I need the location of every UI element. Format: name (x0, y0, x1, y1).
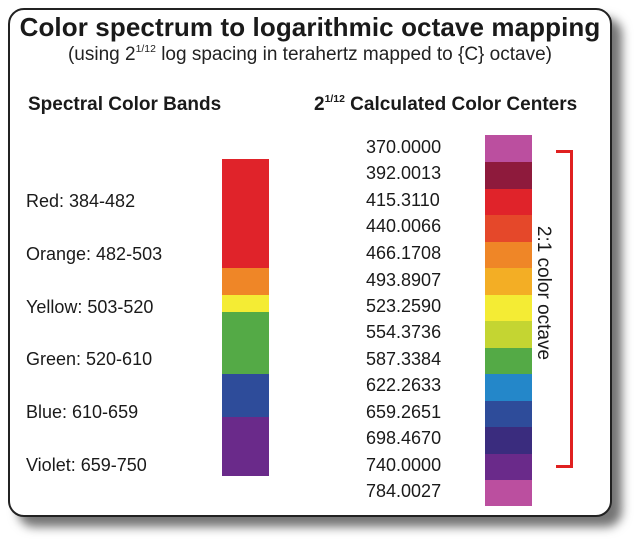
center-swatch (485, 401, 532, 427)
color-centers-header: 21/12 Calculated Color Centers (314, 94, 577, 116)
center-swatch (485, 321, 532, 348)
center-swatch (485, 454, 532, 480)
band-label-red: Red: 384-482 (26, 191, 136, 211)
header-text: Calculated Color Centers (344, 94, 578, 115)
center-value: 554.3736 (366, 322, 442, 342)
center-value: 370.0000 (366, 137, 442, 157)
center-swatch (485, 348, 532, 374)
center-swatch (485, 480, 532, 506)
center-value: 440.0066 (366, 216, 442, 236)
band-label-yellow: Yellow: 503-520 (26, 297, 154, 317)
band-label-green: Green: 520-610 (26, 349, 153, 369)
center-value: 493.8907 (366, 270, 442, 290)
center-value: 587.3384 (366, 349, 442, 369)
band-swatch-yellow (222, 295, 269, 312)
band-swatch-red (222, 159, 269, 268)
band-swatch-green (222, 312, 269, 374)
center-swatch (485, 374, 532, 401)
diagram-subtitle: (using 21/12 log spacing in terahertz ma… (0, 44, 620, 66)
subtitle-prefix: (using 2 (67, 44, 136, 65)
band-swatch-violet (222, 417, 269, 476)
octave-bracket-bottom (556, 465, 573, 468)
subtitle-suffix: log spacing in terahertz mapped to {C} o… (155, 44, 552, 65)
center-value: 698.4670 (366, 428, 442, 448)
center-value: 784.0027 (366, 481, 442, 501)
center-value: 622.2633 (366, 375, 442, 395)
center-swatch (485, 135, 532, 162)
center-swatch (485, 162, 532, 189)
center-swatch (485, 268, 532, 295)
center-swatch (485, 189, 532, 215)
diagram-title: Color spectrum to logarithmic octave map… (19, 12, 601, 42)
header-superscript: 1/12 (324, 93, 345, 105)
center-swatch (485, 427, 532, 454)
header-base: 2 (314, 94, 325, 115)
center-swatch (485, 242, 532, 268)
band-label-blue: Blue: 610-659 (26, 402, 139, 422)
subtitle-superscript: 1/12 (135, 43, 156, 55)
center-value: 523.2590 (366, 296, 442, 316)
center-value: 740.0000 (366, 455, 442, 475)
spectral-bands-header: Spectral Color Bands (28, 94, 222, 115)
octave-bracket-top (556, 150, 573, 153)
center-swatch (485, 215, 532, 242)
octave-bracket-spine (570, 150, 573, 468)
octave-label: 2:1 color octave (533, 225, 554, 361)
band-swatch-orange (222, 268, 269, 295)
center-value: 659.2651 (366, 402, 442, 422)
band-label-orange: Orange: 482-503 (26, 244, 163, 264)
center-value: 466.1708 (366, 243, 442, 263)
center-value: 392.0013 (366, 163, 442, 183)
band-label-violet: Violet: 659-750 (26, 455, 147, 475)
center-value: 415.3110 (366, 190, 440, 210)
band-swatch-blue (222, 374, 269, 417)
center-swatch (485, 295, 532, 321)
